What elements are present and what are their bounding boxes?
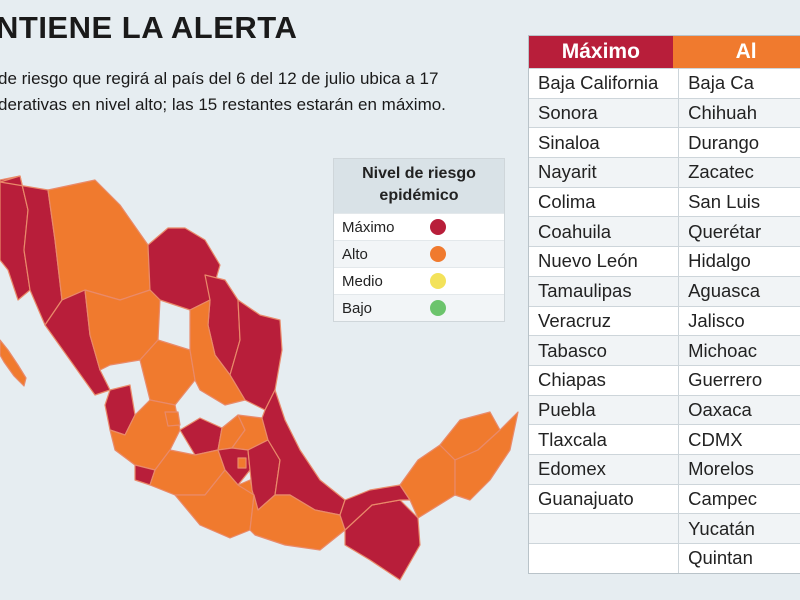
cell-alto-state: Campec [679, 483, 800, 514]
table-row: Edomex Morelos [529, 453, 800, 484]
subtitle-line-1: de riesgo que regirá al país del 6 del 1… [0, 69, 439, 88]
table-header: Máximo Al [529, 36, 800, 68]
cell-maximo-state [529, 543, 680, 573]
table-row: Colima San Luis [529, 186, 800, 217]
legend-item-maximo: Máximo [334, 213, 504, 240]
cell-maximo-state: Nayarit [529, 157, 680, 187]
table-row: Tlaxcala CDMX [529, 424, 800, 454]
legend-label: Medio [342, 272, 383, 290]
column-header-alto: Al [672, 36, 800, 68]
table-row: Yucatán [529, 513, 800, 543]
region-quintana-roo [454, 411, 519, 501]
legend-swatch-bajo [430, 300, 446, 316]
cell-maximo-state: Tlaxcala [529, 424, 680, 454]
table-row: Puebla Oaxaca [529, 394, 800, 425]
region-aguascalientes [164, 411, 181, 427]
legend-title: Nivel de riesgo epidémico [334, 159, 504, 213]
cell-alto-state: San Luis [679, 186, 800, 217]
cell-alto-state: Yucatán [679, 513, 800, 543]
legend-label: Alto [342, 245, 368, 263]
cell-maximo-state: Nuevo León [529, 246, 680, 276]
subtitle-line-2: derativas en nivel alto; las 15 restante… [0, 95, 446, 114]
cell-maximo-state [529, 513, 680, 543]
region-san-luis-potosi [189, 299, 246, 406]
cell-alto-state: Jalisco [679, 305, 800, 336]
legend-swatch-maximo [430, 219, 446, 235]
table-row: Tamaulipas Aguasca [529, 275, 800, 306]
cell-alto-state: Guerrero [679, 364, 800, 395]
cell-alto-state: Hidalgo [679, 246, 800, 276]
legend-swatch-alto [430, 246, 446, 262]
table-body: Baja California Baja Ca Sonora Chihuah Sinal… [529, 68, 800, 573]
region-guanajuato [179, 417, 223, 456]
cell-maximo-state: Sinaloa [529, 127, 680, 158]
legend-label: Máximo [342, 218, 395, 236]
cell-maximo-state: Chiapas [529, 364, 680, 395]
cell-alto-state: Baja Ca [679, 68, 800, 98]
risk-legend: Nivel de riesgo epidémico Máximo Alto Me… [333, 158, 505, 322]
cell-alto-state: Zacatec [679, 157, 800, 187]
table-row: Coahuila Querétar [529, 216, 800, 247]
cell-alto-state: Durango [679, 127, 800, 157]
cell-alto-state: Oaxaca [679, 394, 800, 425]
cell-maximo-state: Guanajuato [529, 483, 680, 514]
table-row: Chiapas Guerrero [529, 364, 800, 395]
cell-maximo-state: Baja California [529, 68, 680, 98]
cell-alto-state: Quintan [679, 543, 800, 573]
region-campeche [399, 444, 456, 519]
table-row: Sonora Chihuah [529, 97, 800, 128]
cell-maximo-state: Tabasco [529, 335, 680, 365]
cell-maximo-state: Coahuila [529, 216, 680, 247]
legend-swatch-medio [430, 273, 446, 289]
cell-alto-state: Chihuah [679, 97, 800, 128]
cell-alto-state: Morelos [679, 453, 800, 484]
cell-maximo-state: Sonora [529, 97, 680, 128]
legend-title-line-1: Nivel de riesgo [362, 165, 476, 182]
cell-maximo-state: Puebla [529, 394, 680, 425]
region-cdmx [237, 457, 247, 469]
legend-item-alto: Alto [334, 240, 504, 267]
cell-alto-state: Michoac [679, 335, 800, 365]
table-row: Tabasco Michoac [529, 335, 800, 365]
table-row: Nuevo León Hidalgo [529, 246, 800, 276]
cell-alto-state: CDMX [679, 424, 800, 454]
table-row: Baja California Baja Ca [529, 68, 800, 98]
table-row: Quintan [529, 543, 800, 573]
states-table: Máximo Al Baja California Baja Ca Sonora Ch… [528, 35, 800, 574]
legend-label: Bajo [342, 299, 373, 317]
legend-title-line-2: epidémico [379, 187, 459, 204]
table-row: Veracruz Jalisco [529, 305, 800, 336]
page-subtitle: de riesgo que regirá al país del 6 del 1… [0, 66, 518, 118]
legend-item-medio: Medio [334, 267, 504, 294]
page-title: NTIENE LA ALERTA [0, 10, 298, 45]
region-baja-california-sur [0, 339, 27, 387]
mexico-risk-map [0, 150, 525, 600]
cell-alto-state: Querétar [679, 216, 800, 247]
cell-maximo-state: Colima [529, 186, 680, 217]
cell-alto-state: Aguasca [679, 275, 800, 306]
cell-maximo-state: Veracruz [529, 305, 680, 336]
table-row: Sinaloa Durango [529, 127, 800, 158]
legend-item-bajo: Bajo [334, 294, 504, 321]
table-row: Nayarit Zacatec [529, 157, 800, 187]
cell-maximo-state: Edomex [529, 453, 680, 484]
region-chihuahua [47, 179, 151, 301]
column-header-maximo: Máximo [529, 36, 673, 68]
table-row: Guanajuato Campec [529, 483, 800, 514]
cell-maximo-state: Tamaulipas [529, 275, 680, 306]
